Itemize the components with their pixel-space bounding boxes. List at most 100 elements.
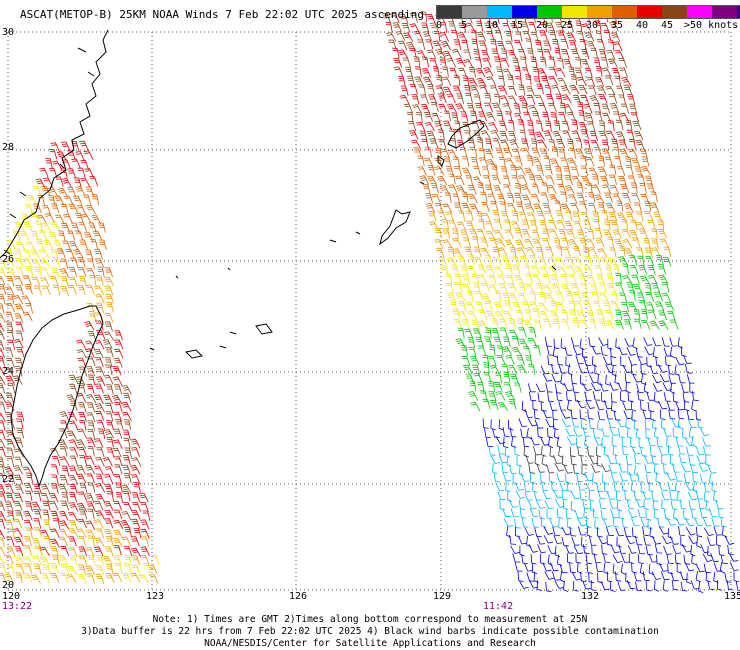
wind-barb [0, 572, 7, 583]
wind-barb [670, 382, 676, 394]
wind-barb [453, 202, 463, 213]
wind-barb [711, 517, 720, 527]
wind-barb [555, 138, 566, 149]
wind-barb [674, 481, 681, 493]
wind-barb [34, 545, 43, 556]
wind-barb [67, 284, 77, 295]
wind-barb [624, 203, 634, 214]
wind-barb [570, 455, 577, 466]
wind-barb [637, 544, 645, 555]
wind-barb [93, 348, 104, 359]
wind-barb [49, 275, 59, 286]
wind-barb [140, 502, 149, 513]
wind-barb [112, 537, 123, 548]
wind-barb [476, 77, 487, 88]
wind-barb [524, 491, 533, 501]
wind-barb [630, 481, 637, 493]
wind-barb [45, 158, 53, 169]
wind-barb [585, 554, 593, 565]
wind-barb [25, 204, 33, 215]
wind-barb [638, 300, 647, 311]
wind-barb [535, 500, 546, 509]
wind-barb [95, 376, 106, 386]
wind-barb [571, 119, 579, 131]
wind-barb [536, 580, 542, 592]
wind-barb [594, 111, 603, 122]
wind-barb [400, 85, 409, 96]
wind-barb [554, 166, 563, 177]
wind-barb [434, 121, 443, 132]
wind-barb [106, 384, 114, 395]
wind-barb [574, 266, 584, 276]
wind-barb [442, 120, 453, 131]
wind-barb [49, 500, 59, 511]
wind-barb [625, 418, 631, 429]
wind-barb [513, 113, 523, 123]
wind-barb [598, 337, 608, 346]
wind-barb [708, 508, 718, 518]
wind-barb [610, 473, 620, 483]
wind-barb [528, 544, 538, 553]
wind-barb [650, 191, 658, 203]
wind-barb [633, 572, 642, 582]
wind-barb [521, 138, 529, 149]
wind-barb [527, 418, 538, 427]
wind-barb [448, 128, 456, 140]
wind-barb [94, 340, 105, 350]
wind-barb [631, 237, 641, 248]
wind-barb [558, 401, 566, 411]
wind-barb [499, 201, 507, 213]
wind-barb [464, 328, 474, 339]
wind-barb [490, 201, 499, 212]
wind-barb [616, 166, 626, 177]
wind-barb [595, 65, 603, 77]
wind-barb [450, 264, 459, 275]
wind-barb [597, 572, 603, 584]
wind-barb [42, 564, 52, 575]
wind-barb [646, 473, 653, 484]
wind-barb [69, 276, 78, 287]
legend-tick-9: 45 [661, 20, 674, 31]
wind-barb [480, 130, 491, 140]
wind-barb [462, 75, 470, 87]
wind-barb [598, 130, 608, 141]
wind-barb [532, 308, 540, 320]
wind-barb [433, 166, 445, 176]
wind-barb [610, 219, 620, 230]
wind-barb [81, 213, 92, 223]
wind-barb [570, 48, 580, 59]
wind-barb [687, 491, 698, 501]
wind-barb [76, 465, 86, 475]
wind-barb [645, 428, 651, 440]
wind-barb [430, 102, 439, 113]
wind-barb [467, 77, 478, 87]
wind-barb [402, 57, 411, 68]
wind-barb [51, 455, 61, 467]
wind-barb [6, 456, 15, 467]
wind-barb [131, 564, 141, 575]
wind-barb [469, 228, 479, 239]
wind-barb [522, 346, 532, 357]
wind-barb [577, 517, 587, 527]
wind-barb [5, 286, 15, 297]
wind-barb [665, 355, 671, 367]
wind-barb [533, 203, 543, 214]
wind-barb [448, 21, 457, 32]
wind-barb [68, 203, 79, 214]
wind-barb [113, 474, 122, 485]
wind-barbs [0, 10, 740, 594]
wind-barb [611, 436, 617, 447]
wind-barb [539, 56, 547, 68]
wind-barb [526, 427, 532, 440]
wind-barb [515, 182, 522, 195]
wind-barb [626, 347, 636, 356]
wind-barb [509, 464, 517, 475]
wind-barb [516, 247, 526, 257]
wind-barb [481, 282, 491, 293]
wind-barb [98, 239, 107, 250]
wind-barb [669, 490, 677, 501]
wind-barb [113, 384, 123, 395]
wind-barb [55, 176, 64, 187]
wind-barb [685, 562, 695, 572]
wind-barb [593, 553, 601, 563]
